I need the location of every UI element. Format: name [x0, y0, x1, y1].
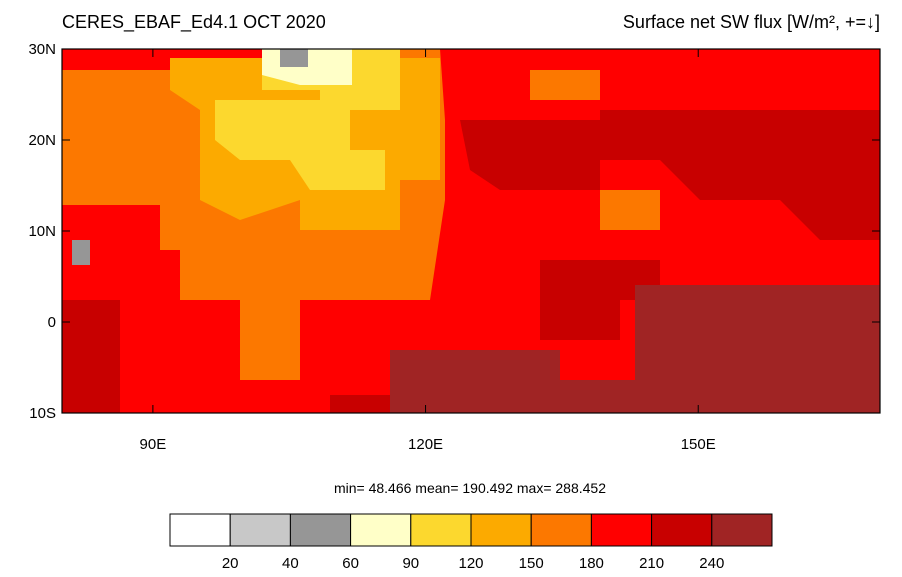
- colorbar-box: [229, 513, 291, 547]
- x-tick-label: 120E: [408, 436, 443, 453]
- colorbar-label: 60: [342, 555, 359, 572]
- colorbar-box: [169, 513, 231, 547]
- title-right: Surface net SW flux [W/m², +=↓]: [623, 12, 880, 32]
- colorbar-box: [711, 513, 773, 547]
- colorbar-label: 180: [579, 555, 604, 572]
- y-tick-label: 10N: [28, 223, 56, 240]
- colorbar-box: [410, 513, 472, 547]
- field: [62, 49, 880, 413]
- colorbar-label: 20: [222, 555, 239, 572]
- stats-line: min= 48.466 mean= 190.492 max= 288.452: [334, 480, 606, 496]
- colorbar-box: [651, 513, 713, 547]
- colorbar-label: 210: [639, 555, 664, 572]
- y-tick-label: 0: [48, 314, 56, 331]
- y-tick-label: 20N: [28, 132, 56, 149]
- x-tick-label: 90E: [140, 436, 167, 453]
- colorbar-box: [350, 513, 412, 547]
- colorbar-box: [530, 513, 592, 547]
- colorbar-box: [289, 513, 352, 547]
- x-tick-label: 150E: [681, 436, 716, 453]
- colorbar-box: [470, 513, 532, 547]
- colorbar-label: 40: [282, 555, 299, 572]
- y-tick-label: 10S: [29, 405, 56, 422]
- y-tick-label: 30N: [28, 41, 56, 58]
- colorbar-label: 90: [402, 555, 419, 572]
- colorbar-label: 150: [519, 555, 544, 572]
- colorbar-label: 240: [699, 555, 724, 572]
- colorbar-box: [590, 513, 653, 547]
- title-left: CERES_EBAF_Ed4.1 OCT 2020: [62, 12, 326, 33]
- colorbar-label: 120: [458, 555, 483, 572]
